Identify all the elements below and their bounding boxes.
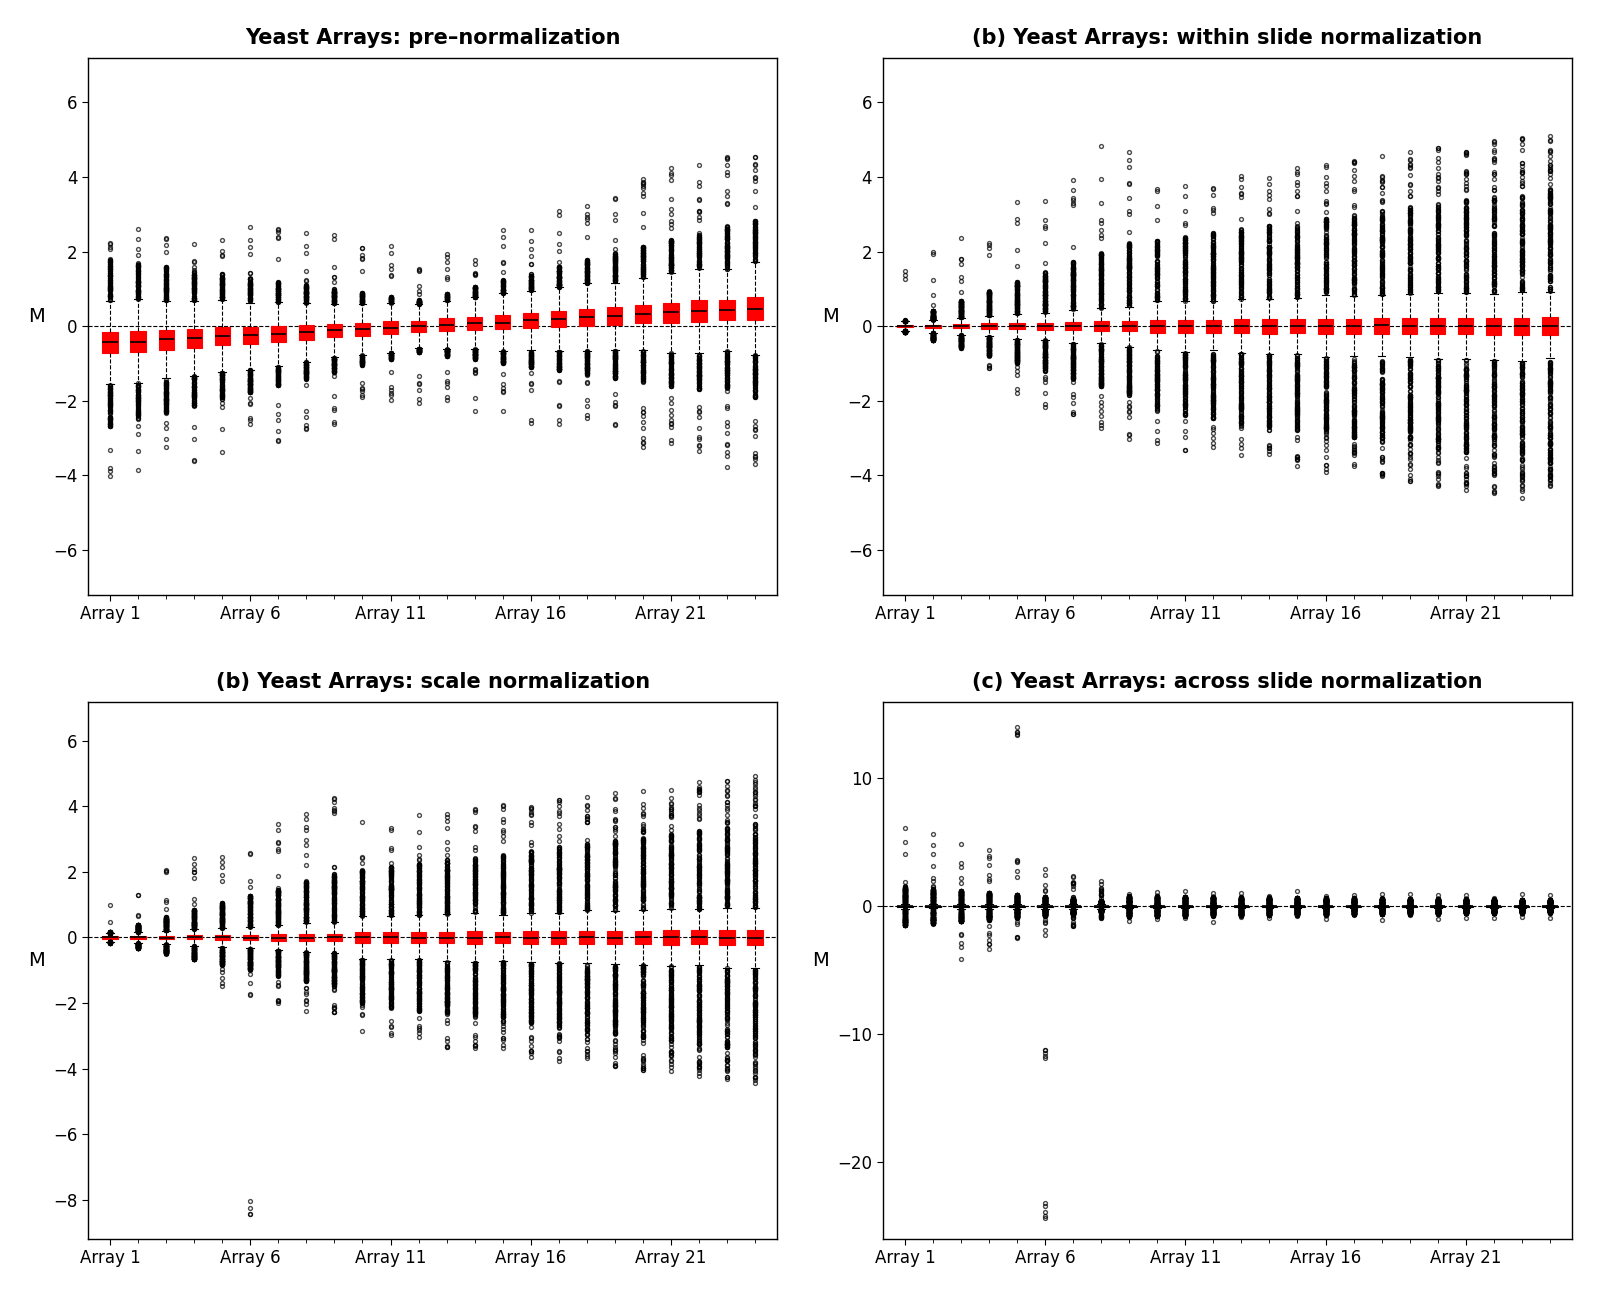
PathPatch shape [326,324,342,337]
PathPatch shape [981,905,997,906]
PathPatch shape [411,321,426,332]
PathPatch shape [925,325,941,328]
PathPatch shape [1149,320,1165,333]
PathPatch shape [523,313,538,328]
PathPatch shape [1037,322,1053,330]
PathPatch shape [954,324,968,329]
PathPatch shape [467,931,482,944]
PathPatch shape [299,934,314,941]
Y-axis label: M: M [27,307,45,326]
Title: (b) Yeast Arrays: within slide normalization: (b) Yeast Arrays: within slide normaliza… [973,27,1483,48]
PathPatch shape [102,332,118,354]
PathPatch shape [720,299,734,320]
PathPatch shape [550,311,566,328]
PathPatch shape [214,328,230,346]
PathPatch shape [606,307,622,325]
PathPatch shape [1206,320,1221,333]
PathPatch shape [158,330,174,350]
PathPatch shape [981,324,997,329]
PathPatch shape [1542,317,1557,335]
PathPatch shape [494,315,510,329]
PathPatch shape [355,932,370,943]
PathPatch shape [1318,319,1333,334]
PathPatch shape [550,931,566,944]
PathPatch shape [1290,319,1306,333]
PathPatch shape [1066,322,1082,330]
PathPatch shape [1010,322,1026,329]
PathPatch shape [579,308,595,326]
PathPatch shape [1430,317,1445,334]
PathPatch shape [1514,317,1530,335]
Y-axis label: M: M [27,952,45,970]
PathPatch shape [187,329,202,348]
PathPatch shape [243,935,258,940]
PathPatch shape [299,325,314,339]
PathPatch shape [187,935,202,939]
PathPatch shape [326,934,342,941]
PathPatch shape [131,936,146,939]
PathPatch shape [243,326,258,344]
PathPatch shape [1234,320,1250,333]
PathPatch shape [382,321,398,334]
PathPatch shape [411,932,426,943]
PathPatch shape [1037,905,1053,906]
PathPatch shape [1178,320,1194,333]
Title: (b) Yeast Arrays: scale normalization: (b) Yeast Arrays: scale normalization [216,672,650,692]
PathPatch shape [102,936,118,939]
PathPatch shape [635,304,651,324]
Title: (c) Yeast Arrays: across slide normalization: (c) Yeast Arrays: across slide normaliza… [973,672,1483,692]
PathPatch shape [1346,319,1362,334]
PathPatch shape [467,317,482,330]
PathPatch shape [1402,319,1418,334]
PathPatch shape [382,932,398,943]
PathPatch shape [662,303,678,322]
PathPatch shape [355,322,370,335]
PathPatch shape [131,330,146,352]
PathPatch shape [438,319,454,330]
PathPatch shape [1486,317,1501,335]
Y-axis label: M: M [813,952,829,970]
PathPatch shape [691,930,707,944]
PathPatch shape [270,935,286,941]
PathPatch shape [1066,905,1082,906]
PathPatch shape [662,930,678,944]
PathPatch shape [1262,320,1277,334]
PathPatch shape [214,935,230,940]
PathPatch shape [494,931,510,944]
PathPatch shape [523,931,538,944]
PathPatch shape [1458,317,1474,334]
PathPatch shape [158,936,174,939]
PathPatch shape [270,326,286,342]
PathPatch shape [1122,321,1138,332]
PathPatch shape [954,905,968,906]
PathPatch shape [438,931,454,944]
PathPatch shape [747,930,763,945]
PathPatch shape [747,297,763,320]
Y-axis label: M: M [822,307,840,326]
PathPatch shape [720,930,734,945]
PathPatch shape [898,325,912,328]
PathPatch shape [1093,905,1109,906]
Title: Yeast Arrays: pre–normalization: Yeast Arrays: pre–normalization [245,27,621,48]
PathPatch shape [1093,321,1109,330]
PathPatch shape [579,931,595,944]
PathPatch shape [1010,905,1026,906]
PathPatch shape [1374,319,1389,334]
PathPatch shape [635,931,651,944]
PathPatch shape [691,300,707,321]
PathPatch shape [606,931,622,944]
